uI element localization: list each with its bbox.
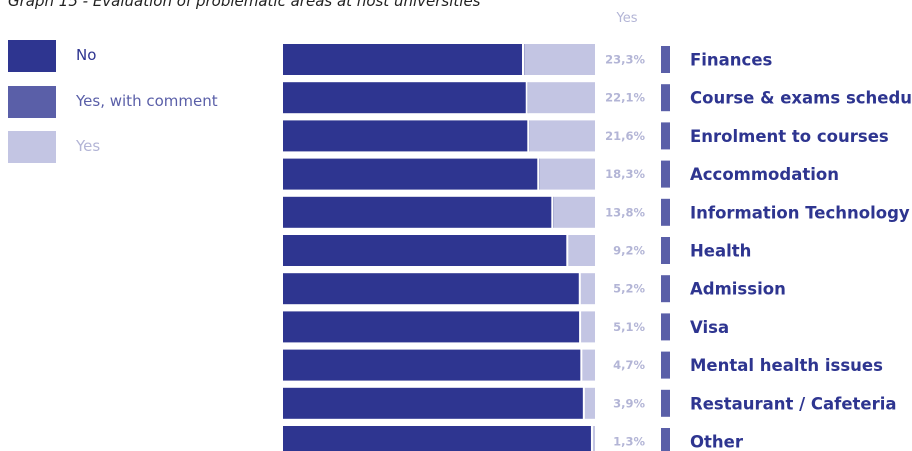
bar-no-other — [283, 426, 591, 451]
bar-no-health — [283, 235, 567, 266]
value-label-other: 1,3% — [613, 435, 645, 449]
comment-indicator-mental-health-issues — [661, 351, 670, 379]
category-label-enrolment-to-courses: Enrolment to courses — [690, 127, 889, 146]
bar-yes-with-comment-enrolment-to-courses — [529, 120, 530, 152]
bar-no-information-technology — [283, 196, 552, 228]
bar-yes-with-comment-information-technology — [553, 196, 554, 228]
bar-yes-with-comment-accommodation — [539, 158, 540, 190]
comment-indicator-health — [661, 237, 670, 264]
category-label-finances: Finances — [690, 51, 773, 70]
category-label-accommodation: Accommodation — [690, 165, 839, 184]
bar-yes-with-comment-finances — [523, 44, 525, 75]
value-label-restaurant-cafeteria: 3,9% — [613, 396, 645, 410]
comment-indicator-course-exams-schedule — [661, 84, 670, 112]
category-label-admission: Admission — [690, 280, 786, 299]
value-label-mental-health-issues: 4,7% — [613, 358, 645, 372]
category-label-restaurant-cafeteria: Restaurant / Cafeteria — [690, 394, 897, 413]
bar-yes-with-comment-course-exams-schedule — [527, 82, 529, 114]
bar-yes-other — [592, 426, 595, 451]
comment-indicator-visa — [661, 313, 670, 341]
bar-no-restaurant-cafeteria — [283, 387, 583, 419]
category-label-health: Health — [690, 242, 751, 261]
bar-no-course-exams-schedule — [283, 82, 526, 114]
bar-yes-enrolment-to-courses — [529, 120, 595, 152]
chart-title: Graph 15 - Evaluation of problematic are… — [8, 0, 481, 10]
bar-yes-course-exams-schedule — [528, 82, 595, 114]
comment-indicator-restaurant-cafeteria — [661, 389, 670, 417]
comment-indicator-admission — [661, 275, 670, 303]
comment-indicator-other — [661, 428, 670, 451]
bar-yes-restaurant-cafeteria — [584, 387, 595, 419]
value-label-visa: 5,1% — [613, 320, 645, 334]
comment-indicator-information-technology — [661, 198, 670, 226]
bar-yes-visa — [581, 311, 595, 343]
bar-no-visa — [283, 311, 580, 343]
bar-yes-health — [568, 235, 595, 266]
column-header-yes: Yes — [616, 11, 638, 26]
category-label-information-technology: Information Technology — [690, 203, 910, 222]
value-label-health: 9,2% — [613, 244, 645, 258]
bar-yes-information-technology — [553, 196, 595, 228]
bar-yes-admission — [580, 273, 595, 305]
category-label-visa: Visa — [690, 318, 729, 337]
value-label-admission: 5,2% — [613, 282, 645, 296]
bar-yes-accommodation — [539, 158, 595, 190]
legend-label-no: No — [76, 46, 97, 64]
bar-yes-mental-health-issues — [582, 349, 595, 381]
bar-no-admission — [283, 273, 579, 305]
category-label-other: Other — [690, 433, 744, 451]
value-label-finances: 23,3% — [605, 53, 645, 67]
category-label-course-exams-schedule: Course & exams schedule — [690, 89, 912, 108]
bar-no-enrolment-to-courses — [283, 120, 528, 152]
bar-yes-finances — [524, 44, 595, 75]
bar-no-accommodation — [283, 158, 538, 190]
value-label-enrolment-to-courses: 21,6% — [605, 129, 645, 143]
value-label-information-technology: 13,8% — [605, 205, 645, 219]
legend-swatch-yes-with-comment — [8, 86, 56, 118]
category-label-mental-health-issues: Mental health issues — [690, 356, 883, 375]
legend-swatch-no — [8, 40, 56, 72]
bar-no-finances — [283, 44, 522, 75]
value-label-course-exams-schedule: 22,1% — [605, 91, 645, 105]
legend-label-yes: Yes — [76, 137, 101, 155]
value-label-accommodation: 18,3% — [605, 167, 645, 181]
legend-swatch-yes — [8, 131, 56, 163]
comment-indicator-finances — [661, 46, 670, 73]
legend-label-yes-with-comment: Yes, with comment — [76, 92, 218, 110]
bar-no-mental-health-issues — [283, 349, 581, 381]
comment-indicator-enrolment-to-courses — [661, 122, 670, 150]
comment-indicator-accommodation — [661, 160, 670, 188]
